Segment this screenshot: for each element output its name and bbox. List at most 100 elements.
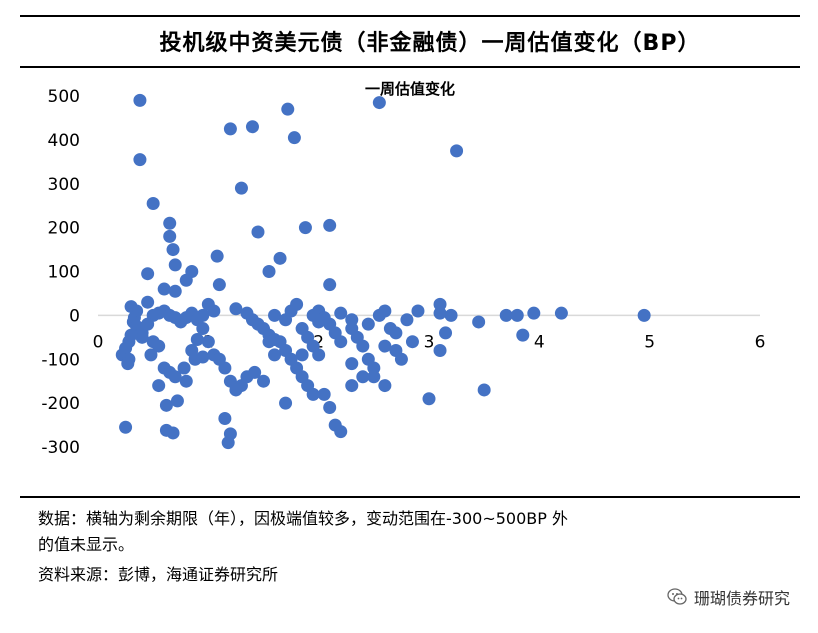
data-point <box>168 258 182 272</box>
data-point <box>477 383 491 397</box>
y-tick-label: 100 <box>48 263 80 283</box>
data-point <box>268 348 282 362</box>
y-tick-labels: 500 400 300 200 100 0 -100 -200 -300 <box>41 87 80 458</box>
data-point <box>251 225 265 239</box>
data-point <box>124 328 138 342</box>
data-point <box>516 328 530 342</box>
data-point <box>317 387 331 401</box>
data-point <box>245 120 259 134</box>
data-point <box>141 295 155 309</box>
x-tick-label: 4 <box>534 332 545 352</box>
data-point <box>207 304 221 318</box>
y-tick-label: 400 <box>48 131 80 151</box>
source-line: 资料来源：彭博，海通证券研究所 <box>38 565 279 584</box>
x-tick-label: 6 <box>755 332 766 352</box>
data-point <box>170 394 184 408</box>
data-point <box>201 335 215 349</box>
data-point <box>262 265 276 278</box>
data-point <box>262 335 276 349</box>
data-point <box>378 339 392 353</box>
data-point <box>248 365 262 379</box>
y-tick-label: 300 <box>48 175 80 195</box>
data-point <box>144 348 158 362</box>
data-point <box>163 216 177 230</box>
data-point <box>356 370 370 384</box>
page-title: 投机级中资美元债（非金融债）一周估值变化（BP） <box>159 31 701 56</box>
data-point <box>378 304 392 318</box>
y-tick-label: 500 <box>48 87 80 107</box>
data-point <box>312 315 326 329</box>
x-tick-label: 3 <box>424 332 435 352</box>
data-point <box>405 335 419 349</box>
data-point <box>312 348 326 362</box>
data-point <box>279 396 293 410</box>
data-point <box>298 221 312 235</box>
data-point <box>400 313 414 327</box>
data-point <box>152 379 166 393</box>
wechat-icon <box>667 588 687 605</box>
data-point <box>345 357 359 371</box>
data-point <box>133 153 147 167</box>
data-point <box>210 249 224 263</box>
y-tick-label: 0 <box>69 306 80 326</box>
data-point <box>389 326 403 340</box>
data-point <box>119 420 133 434</box>
title-rule <box>20 66 800 68</box>
data-point <box>356 339 370 353</box>
data-point <box>281 102 295 116</box>
data-point <box>166 243 180 257</box>
data-point <box>306 387 320 401</box>
data-point <box>439 326 453 340</box>
x-tick-label: 0 <box>93 332 104 352</box>
data-point <box>422 392 436 406</box>
data-point <box>163 229 177 243</box>
x-tick-label: 5 <box>644 332 655 352</box>
data-point <box>218 361 232 375</box>
data-point <box>554 306 568 320</box>
data-point <box>323 218 337 232</box>
data-point <box>323 278 337 292</box>
data-point <box>433 343 447 357</box>
data-point <box>212 278 226 292</box>
data-point <box>179 273 193 287</box>
data-point <box>141 317 155 331</box>
data-point <box>221 436 235 450</box>
data-point <box>345 379 359 393</box>
data-point <box>229 302 243 316</box>
data-point <box>637 308 651 322</box>
data-point <box>133 93 147 107</box>
data-point <box>223 122 237 136</box>
data-point <box>433 306 447 320</box>
data-point <box>273 251 287 265</box>
data-point <box>190 333 204 347</box>
data-point <box>234 181 248 195</box>
y-tick-label: -300 <box>41 438 80 458</box>
data-point <box>196 322 210 336</box>
data-point <box>295 348 309 362</box>
y-tick-label: -200 <box>41 394 80 414</box>
y-tick-label: -100 <box>41 350 80 370</box>
bottom-rule <box>20 496 800 498</box>
data-point <box>159 398 173 412</box>
data-point <box>166 426 180 440</box>
data-point <box>141 267 155 281</box>
data-point <box>196 350 210 364</box>
data-point <box>146 196 160 210</box>
top-rule <box>20 15 800 17</box>
x-tick-label: 2 <box>313 332 324 352</box>
data-point <box>361 317 375 331</box>
data-point <box>168 370 182 384</box>
data-point <box>372 96 386 110</box>
data-point <box>334 306 348 320</box>
data-point <box>168 284 182 298</box>
data-point <box>177 361 191 375</box>
data-point <box>323 401 337 415</box>
data-point <box>152 339 166 353</box>
data-point <box>179 374 193 388</box>
data-point <box>367 370 381 384</box>
note-line-2: 的值未显示。 <box>38 535 135 554</box>
data-point <box>121 357 135 371</box>
y-tick-label: 200 <box>48 219 80 239</box>
data-point <box>510 308 524 322</box>
data-point <box>287 131 301 145</box>
